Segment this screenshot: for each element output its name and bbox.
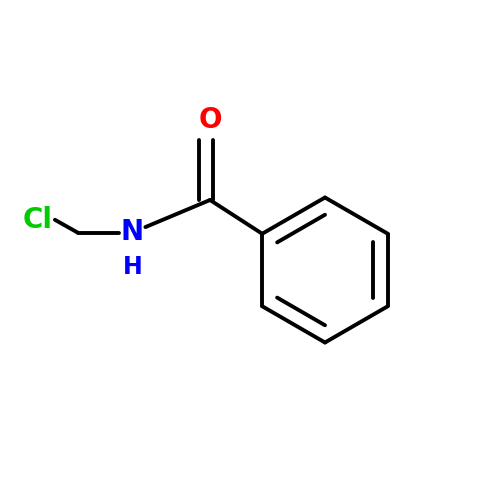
Text: O: O — [198, 106, 222, 134]
Text: Cl: Cl — [22, 206, 52, 234]
Text: H: H — [122, 256, 142, 280]
Text: N: N — [121, 218, 144, 246]
